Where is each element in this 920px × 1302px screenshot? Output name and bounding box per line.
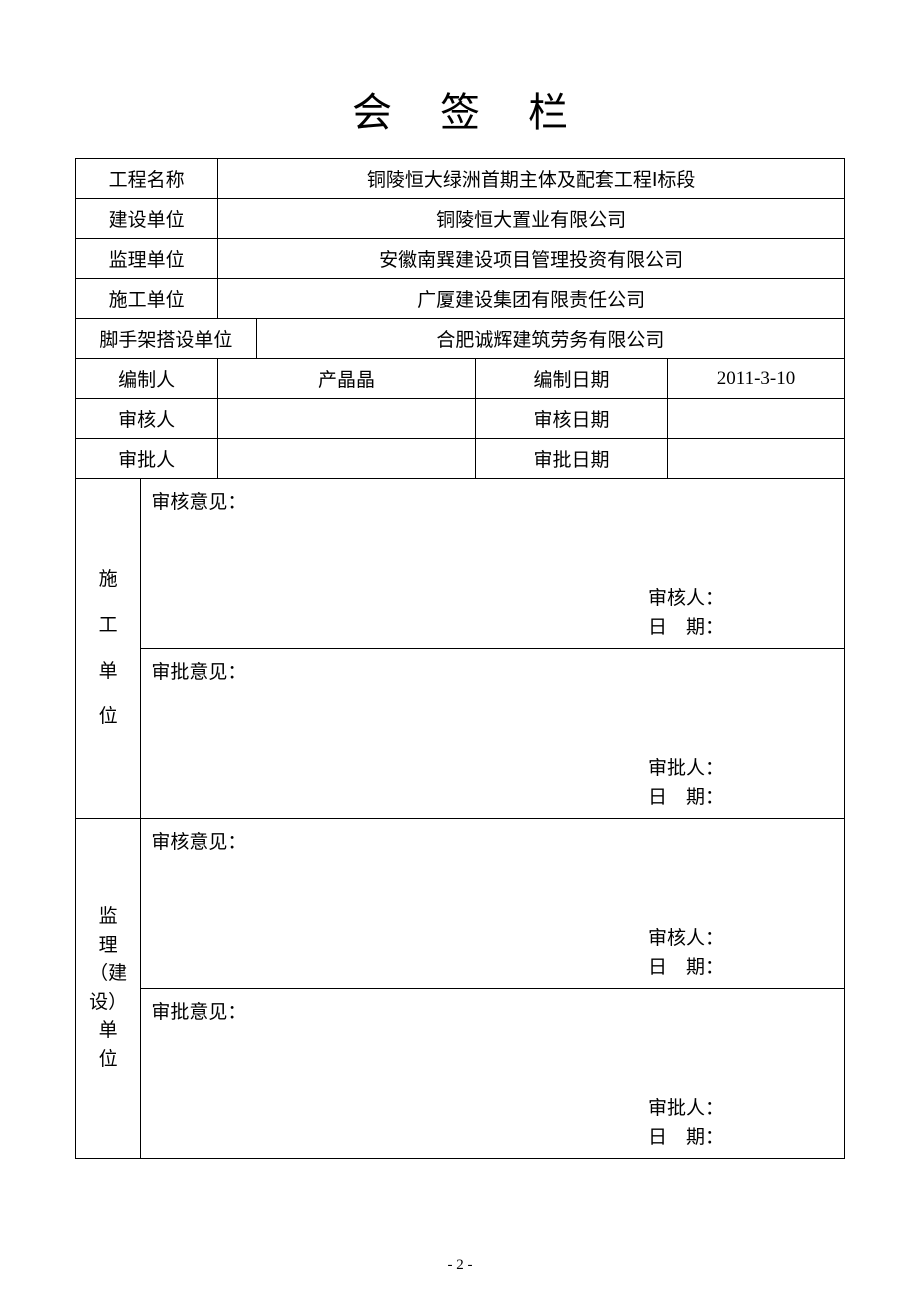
label-reviewer: 审核人 [76, 399, 218, 439]
approve-opinion-label-2: 审批意见： [151, 1002, 246, 1023]
value-approver [218, 439, 476, 479]
value-compile-date: 2011-3-10 [668, 359, 845, 399]
approve-opinion-label: 审批意见： [151, 662, 246, 683]
contractor-approve-sign: 审批人： 日 期： [648, 755, 724, 812]
value-construction-unit: 铜陵恒大置业有限公司 [218, 199, 845, 239]
signature-table: 工程名称 铜陵恒大绿洲首期主体及配套工程Ⅰ标段 建设单位 铜陵恒大置业有限公司 … [75, 158, 845, 1159]
value-supervision-unit: 安徽南巽建设项目管理投资有限公司 [218, 239, 845, 279]
value-contractor-unit: 广厦建设集团有限责任公司 [218, 279, 845, 319]
label-construction-unit: 建设单位 [76, 199, 218, 239]
label-compiler: 编制人 [76, 359, 218, 399]
page-title: 会签栏 [75, 80, 845, 138]
supervision-review-sign: 审核人： 日 期： [648, 925, 724, 982]
label-supervision-unit: 监理单位 [76, 239, 218, 279]
label-scaffold-unit: 脚手架搭设单位 [76, 319, 257, 359]
label-project-name: 工程名称 [76, 159, 218, 199]
value-project-name: 铜陵恒大绿洲首期主体及配套工程Ⅰ标段 [218, 159, 845, 199]
label-approver: 审批人 [76, 439, 218, 479]
value-review-date [668, 399, 845, 439]
supervision-review-opinion: 审核意见： 审核人： 日 期： [141, 819, 845, 989]
page-number: - 2 - [0, 1257, 920, 1274]
contractor-review-opinion: 审核意见： 审核人： 日 期： [141, 479, 845, 649]
value-compiler: 产晶晶 [218, 359, 476, 399]
label-review-date: 审核日期 [475, 399, 667, 439]
label-compile-date: 编制日期 [475, 359, 667, 399]
supervision-approve-opinion: 审批意见： 审批人： 日 期： [141, 989, 845, 1159]
value-approve-date [668, 439, 845, 479]
label-contractor-unit: 施工单位 [76, 279, 218, 319]
review-opinion-label-2: 审核意见： [151, 832, 246, 853]
value-scaffold-unit: 合肥诚辉建筑劳务有限公司 [256, 319, 844, 359]
supervision-approve-sign: 审批人： 日 期： [648, 1095, 724, 1152]
contractor-vlabel: 施 工 单 位 [76, 479, 141, 819]
value-reviewer [218, 399, 476, 439]
supervision-vlabel: 监 理（建 设） 单 位 [76, 819, 141, 1159]
contractor-review-sign: 审核人： 日 期： [648, 585, 724, 642]
contractor-approve-opinion: 审批意见： 审批人： 日 期： [141, 649, 845, 819]
label-approve-date: 审批日期 [475, 439, 667, 479]
review-opinion-label: 审核意见： [151, 492, 246, 513]
